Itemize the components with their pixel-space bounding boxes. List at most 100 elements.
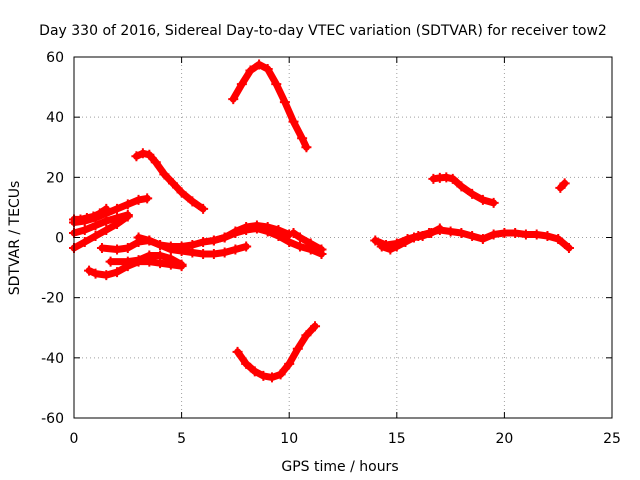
point-arc-8 [167, 178, 178, 189]
point-arc-12 [262, 64, 273, 75]
point-arc-9 [144, 235, 155, 246]
ticks: 0 5 10 15 20 25 -60 -40 -20 0 20 40 60 [41, 50, 621, 447]
point-arc-12 [245, 65, 256, 76]
point-arc-13 [301, 330, 312, 341]
point-arc-8 [144, 149, 155, 160]
point-arc-9 [165, 241, 176, 252]
point-arc-13 [232, 346, 243, 357]
x-tick-label: 5 [177, 431, 186, 447]
point-arc-8 [137, 148, 148, 159]
x-tick-label: 25 [603, 431, 621, 447]
x-tick-label: 15 [388, 431, 406, 447]
point-arc-14 [477, 234, 488, 245]
point-arc-16 [488, 197, 499, 208]
point-arc-17 [559, 178, 570, 189]
point-arc-14 [510, 227, 521, 238]
point-arc-11 [305, 238, 316, 249]
point-arc-3 [79, 224, 90, 235]
x-axis-label: GPS time / hours [281, 459, 398, 475]
series-group [69, 59, 574, 383]
y-tick-label: 20 [46, 170, 64, 186]
point-arc-6 [122, 243, 133, 254]
x-tick-label: 20 [495, 431, 513, 447]
point-arc-14 [553, 234, 564, 245]
point-arc-15 [434, 223, 445, 234]
point-arc-4 [90, 230, 101, 241]
y-tick-label: -40 [41, 351, 64, 367]
point-arc-8 [187, 196, 198, 207]
point-arc-14 [445, 226, 456, 237]
point-arc-12 [297, 133, 308, 144]
point-arc-15 [385, 244, 396, 255]
point-arc-13 [310, 321, 321, 332]
point-arc-16 [441, 172, 452, 183]
chart-title: Day 330 of 2016, Sidereal Day-to-day VTE… [39, 23, 607, 39]
point-arc-16 [447, 173, 458, 184]
point-arc-6 [208, 249, 219, 260]
point-arc-14 [542, 230, 553, 241]
point-arc-14 [499, 227, 510, 238]
point-arc-4 [101, 224, 112, 235]
point-arc-5 [101, 270, 112, 281]
point-arc-12 [236, 79, 247, 90]
point-arc-10 [219, 232, 230, 243]
point-arc-6 [241, 241, 252, 252]
point-arc-11 [288, 227, 299, 238]
point-arc-11 [316, 244, 327, 255]
point-arc-16 [467, 188, 478, 199]
point-arc-7 [133, 255, 144, 266]
y-tick-label: 40 [46, 110, 64, 126]
point-arc-14 [563, 243, 574, 254]
point-arc-5 [84, 265, 95, 276]
point-arc-10 [241, 221, 252, 232]
point-arc-5 [112, 267, 123, 278]
point-arc-10 [273, 224, 284, 235]
point-arc-16 [477, 194, 488, 205]
point-arc-8 [198, 203, 209, 214]
point-arc-15 [417, 230, 428, 241]
point-arc-9 [187, 240, 198, 251]
point-arc-2 [133, 194, 144, 205]
y-tick-label: -20 [41, 291, 64, 307]
point-arc-5 [90, 268, 101, 279]
point-arc-7 [176, 259, 187, 270]
point-arc-14 [520, 229, 531, 240]
point-arc-9 [133, 232, 144, 243]
point-arc-6 [219, 247, 230, 258]
point-arc-12 [279, 97, 290, 108]
point-arc-15 [409, 232, 420, 243]
point-arc-7 [165, 253, 176, 264]
point-arc-14 [467, 230, 478, 241]
point-arc-4 [79, 237, 90, 248]
point-arc-13 [266, 372, 277, 383]
point-arc-13 [292, 343, 303, 354]
point-arc-9 [155, 240, 166, 251]
point-arc-2 [112, 203, 123, 214]
point-arc-3 [101, 215, 112, 226]
point-arc-9 [198, 237, 209, 248]
point-arc-10 [262, 221, 273, 232]
point-arc-13 [258, 370, 269, 381]
point-arc-6 [230, 244, 241, 255]
point-arc-12 [228, 94, 239, 105]
point-arc-8 [159, 169, 170, 180]
point-arc-13 [275, 369, 286, 380]
point-arc-6 [198, 249, 209, 260]
point-arc-9 [176, 241, 187, 252]
point-arc-4 [112, 218, 123, 229]
y-tick-label: 0 [55, 231, 64, 247]
x-tick-label: 10 [280, 431, 298, 447]
point-arc-12 [271, 79, 282, 90]
point-arc-13 [284, 358, 295, 369]
point-arc-15 [400, 237, 411, 248]
point-arc-4 [122, 211, 133, 222]
point-arc-15 [376, 241, 387, 252]
point-arc-14 [370, 235, 381, 246]
point-arc-14 [488, 229, 499, 240]
point-arc-8 [131, 151, 142, 162]
series-arc-12 [229, 61, 310, 151]
point-arc-12 [288, 116, 299, 127]
point-arc-6 [112, 244, 123, 255]
point-arc-8 [176, 187, 187, 198]
point-arc-14 [456, 227, 467, 238]
